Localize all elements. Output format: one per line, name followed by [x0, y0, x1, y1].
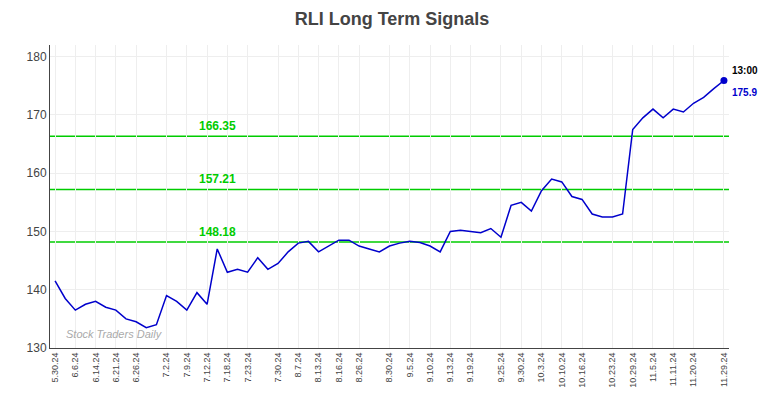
svg-text:7.30.24: 7.30.24 — [273, 353, 283, 383]
svg-text:150: 150 — [27, 225, 47, 239]
svg-text:8.7.24: 8.7.24 — [293, 353, 303, 378]
svg-text:8.30.24: 8.30.24 — [384, 353, 394, 383]
svg-text:11.5.24: 11.5.24 — [648, 353, 658, 382]
svg-text:10.23.24: 10.23.24 — [607, 353, 617, 388]
svg-text:11.20.24: 11.20.24 — [688, 353, 698, 387]
svg-text:166.35: 166.35 — [199, 119, 236, 133]
svg-text:148.18: 148.18 — [199, 225, 236, 239]
svg-text:9.19.24: 9.19.24 — [465, 353, 475, 383]
svg-text:9.25.24: 9.25.24 — [496, 353, 506, 383]
svg-text:9.5.24: 9.5.24 — [405, 353, 415, 378]
svg-text:10.3.24: 10.3.24 — [536, 353, 546, 383]
svg-text:13:00: 13:00 — [732, 65, 758, 76]
svg-text:130: 130 — [27, 341, 47, 355]
svg-text:11.29.24: 11.29.24 — [719, 353, 729, 387]
svg-text:180: 180 — [27, 50, 47, 64]
svg-text:8.13.24: 8.13.24 — [313, 353, 323, 383]
svg-text:175.9: 175.9 — [732, 87, 757, 98]
svg-text:6.14.24: 6.14.24 — [91, 353, 101, 383]
svg-text:7.2.24: 7.2.24 — [161, 353, 171, 378]
svg-text:9.13.24: 9.13.24 — [445, 353, 455, 383]
svg-text:160: 160 — [27, 166, 47, 180]
svg-text:8.26.24: 8.26.24 — [354, 353, 364, 383]
svg-text:Stock Traders Daily: Stock Traders Daily — [66, 328, 163, 340]
svg-text:140: 140 — [27, 283, 47, 297]
svg-text:10.16.24: 10.16.24 — [577, 353, 587, 388]
svg-text:10.10.24: 10.10.24 — [557, 353, 567, 388]
svg-text:170: 170 — [27, 108, 47, 122]
svg-text:10.29.24: 10.29.24 — [628, 353, 638, 388]
svg-text:8.16.24: 8.16.24 — [334, 353, 344, 383]
svg-text:7.18.24: 7.18.24 — [222, 353, 232, 383]
svg-text:11.11.24: 11.11.24 — [668, 353, 678, 387]
svg-text:9.30.24: 9.30.24 — [516, 353, 526, 383]
svg-text:6.21.24: 6.21.24 — [111, 353, 121, 383]
svg-text:157.21: 157.21 — [199, 172, 236, 186]
svg-text:7.23.24: 7.23.24 — [243, 353, 253, 383]
svg-text:6.26.24: 6.26.24 — [131, 353, 141, 383]
svg-text:6.6.24: 6.6.24 — [70, 353, 80, 378]
svg-text:5.30.24: 5.30.24 — [50, 353, 60, 383]
svg-text:7.9.24: 7.9.24 — [182, 353, 192, 378]
svg-text:RLI Long Term Signals: RLI Long Term Signals — [295, 9, 490, 29]
svg-text:9.10.24: 9.10.24 — [425, 353, 435, 383]
svg-text:7.12.24: 7.12.24 — [202, 353, 212, 383]
